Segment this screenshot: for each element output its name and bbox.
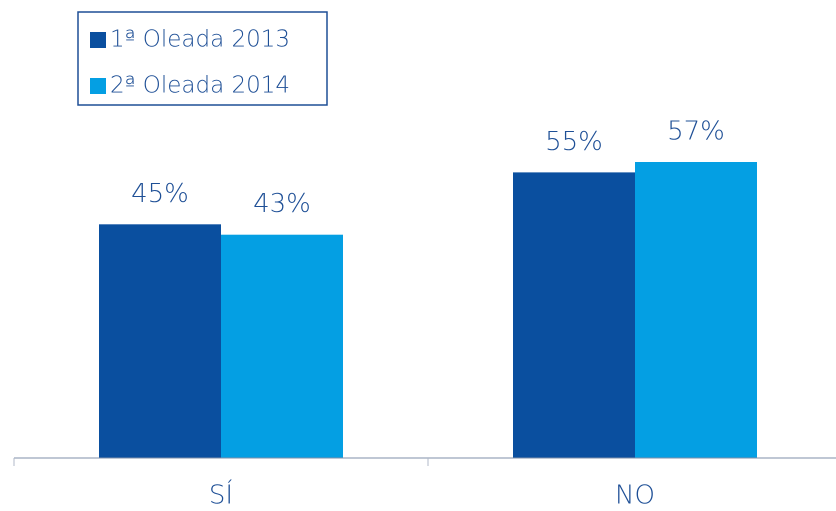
x-tick-label: NO bbox=[615, 481, 655, 508]
bar bbox=[221, 234, 343, 458]
x-tick-label: SÍ bbox=[209, 479, 233, 508]
value-label: 43% bbox=[253, 189, 311, 219]
legend-box bbox=[77, 11, 328, 106]
bar bbox=[513, 172, 635, 458]
legend-swatch bbox=[90, 78, 106, 94]
bar bbox=[99, 224, 221, 458]
value-label: 55% bbox=[545, 127, 603, 157]
bar bbox=[635, 162, 757, 458]
value-label: 57% bbox=[667, 117, 725, 147]
legend-label: 1ª Oleada 2013 bbox=[110, 27, 290, 53]
legend-label: 2ª Oleada 2014 bbox=[110, 73, 290, 99]
legend-swatch bbox=[90, 32, 106, 48]
value-label: 45% bbox=[131, 179, 189, 209]
